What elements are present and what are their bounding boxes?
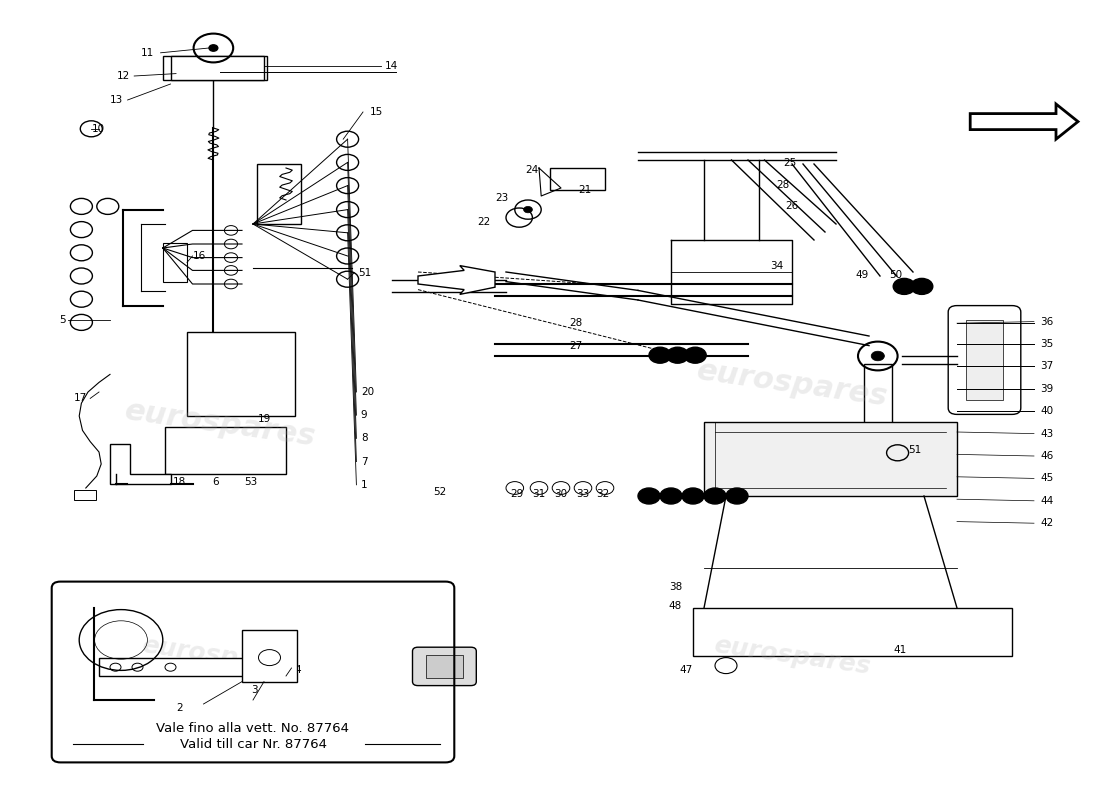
Polygon shape (704, 422, 957, 496)
Bar (99, 658, 253, 676)
Text: 21: 21 (579, 186, 592, 195)
Text: 11: 11 (141, 48, 154, 58)
Text: 7: 7 (361, 457, 367, 466)
Polygon shape (693, 608, 1012, 656)
Circle shape (911, 278, 933, 294)
Circle shape (682, 488, 704, 504)
Text: 32: 32 (596, 490, 609, 499)
Text: 36: 36 (1041, 317, 1054, 326)
Circle shape (524, 206, 532, 213)
FancyBboxPatch shape (948, 306, 1021, 414)
FancyBboxPatch shape (412, 647, 476, 686)
Text: 13: 13 (110, 95, 123, 105)
Polygon shape (970, 104, 1078, 139)
Circle shape (660, 488, 682, 504)
Text: 20: 20 (361, 387, 374, 397)
Text: 8: 8 (361, 434, 367, 443)
Text: 52: 52 (433, 487, 447, 497)
Text: 35: 35 (1041, 339, 1054, 349)
Circle shape (704, 488, 726, 504)
Bar (187, 332, 295, 416)
Circle shape (684, 347, 706, 363)
Bar (165, 427, 286, 474)
Text: 28: 28 (570, 318, 583, 328)
Text: 5: 5 (59, 315, 66, 325)
Circle shape (209, 45, 218, 51)
Text: 40: 40 (1041, 406, 1054, 416)
Bar (74, 490, 96, 500)
Text: 10: 10 (91, 124, 104, 134)
Text: 16: 16 (192, 251, 206, 261)
Bar (163, 243, 187, 282)
Circle shape (893, 278, 915, 294)
Text: 25: 25 (783, 158, 796, 168)
Text: 45: 45 (1041, 474, 1054, 483)
Text: 6: 6 (212, 477, 219, 486)
Text: eurospares: eurospares (140, 633, 300, 679)
Text: 46: 46 (1041, 451, 1054, 461)
Text: 24: 24 (526, 166, 539, 175)
Text: eurospares: eurospares (694, 356, 890, 412)
Text: 37: 37 (1041, 362, 1054, 371)
Bar (966, 320, 1003, 400)
Text: 17: 17 (74, 394, 87, 403)
Bar (864, 364, 892, 424)
Text: 51: 51 (909, 445, 922, 454)
Text: eurospares: eurospares (122, 396, 318, 452)
Text: 39: 39 (1041, 384, 1054, 394)
Text: 18: 18 (173, 477, 186, 486)
Circle shape (649, 347, 671, 363)
Text: 33: 33 (576, 490, 590, 499)
Text: 38: 38 (669, 582, 682, 592)
Text: 1: 1 (361, 480, 367, 490)
Text: 2: 2 (176, 703, 183, 713)
Text: Vale fino alla vett. No. 87764: Vale fino alla vett. No. 87764 (156, 722, 350, 734)
Text: Valid till car Nr. 87764: Valid till car Nr. 87764 (179, 738, 327, 750)
Text: 51: 51 (359, 268, 372, 278)
Text: 27: 27 (570, 342, 583, 351)
Text: 53: 53 (244, 477, 257, 486)
Text: 23: 23 (495, 194, 508, 203)
Circle shape (726, 488, 748, 504)
Text: 41: 41 (893, 645, 906, 654)
Text: 34: 34 (770, 261, 783, 270)
FancyBboxPatch shape (163, 56, 267, 80)
Text: eurospares: eurospares (712, 633, 872, 679)
Text: 42: 42 (1041, 518, 1054, 528)
Text: 29: 29 (510, 490, 524, 499)
Text: 44: 44 (1041, 496, 1054, 506)
Text: 12: 12 (117, 71, 130, 81)
Polygon shape (418, 266, 495, 294)
Text: 9: 9 (361, 410, 367, 420)
Text: 30: 30 (554, 490, 568, 499)
Text: 19: 19 (257, 414, 271, 424)
Text: 15: 15 (370, 107, 383, 117)
Text: 22: 22 (477, 218, 491, 227)
Text: 31: 31 (532, 490, 546, 499)
Bar (550, 168, 605, 190)
Bar (257, 164, 301, 224)
Bar (170, 56, 264, 80)
Polygon shape (110, 444, 170, 484)
Circle shape (667, 347, 689, 363)
Text: 26: 26 (785, 202, 799, 211)
Text: 50: 50 (889, 270, 902, 280)
Circle shape (871, 351, 884, 361)
Circle shape (638, 488, 660, 504)
Text: 43: 43 (1041, 429, 1054, 438)
Text: 28: 28 (777, 180, 790, 190)
Text: 14: 14 (385, 61, 398, 70)
Bar (242, 630, 297, 682)
Text: 49: 49 (856, 270, 869, 280)
Text: 47: 47 (680, 666, 693, 675)
Text: 3: 3 (251, 685, 257, 694)
Text: 48: 48 (669, 602, 682, 611)
Text: 4: 4 (295, 666, 301, 675)
Bar (426, 655, 463, 678)
